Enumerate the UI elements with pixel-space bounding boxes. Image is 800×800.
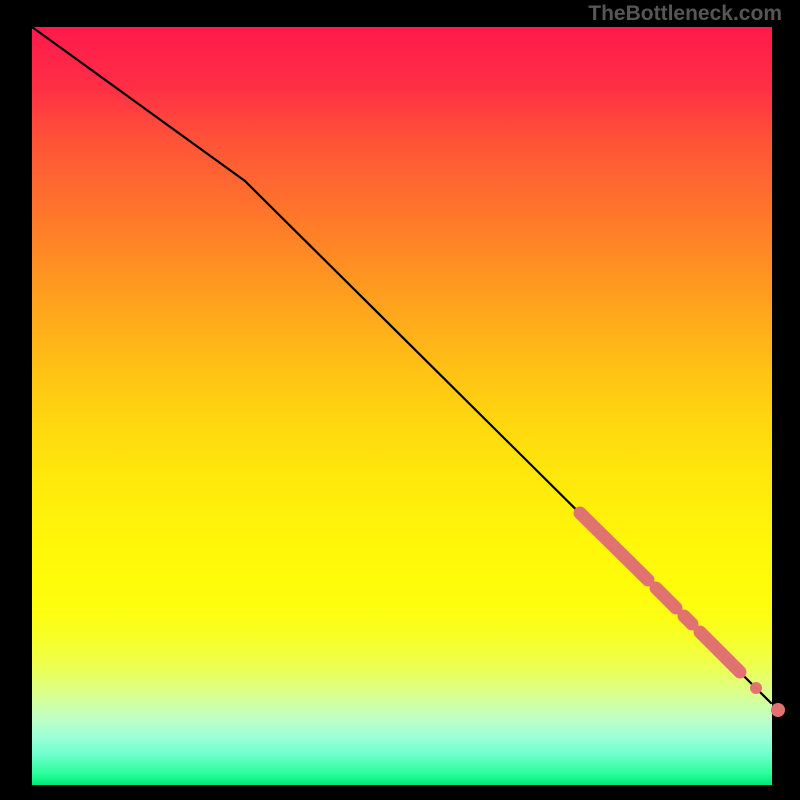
- chart-frame: TheBottleneck.com: [0, 0, 800, 800]
- chart-overlay: [0, 0, 800, 800]
